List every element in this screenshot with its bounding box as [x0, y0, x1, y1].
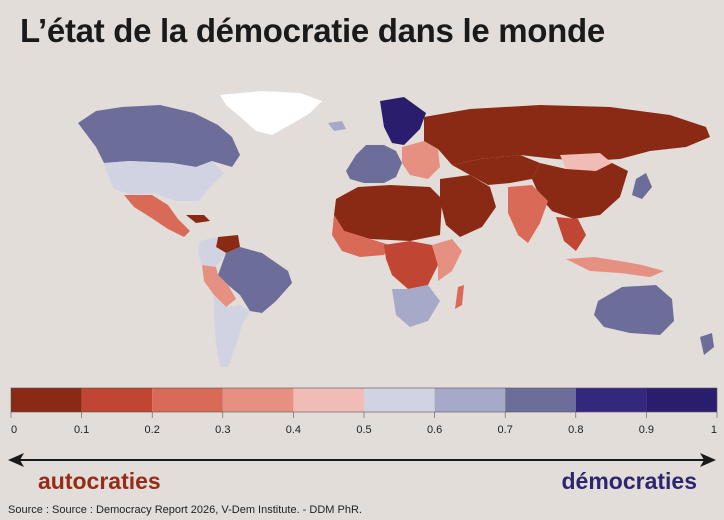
autocracies-label: autocraties [38, 468, 161, 494]
region-mongolia [560, 153, 612, 171]
legend-bin-3 [222, 388, 294, 412]
source-note: Source : Source : Democracy Report 2026,… [8, 504, 362, 516]
region-north-africa [334, 185, 442, 241]
region-india [508, 185, 548, 243]
region-central-asia [452, 155, 540, 185]
legend-tick-label: 0.4 [286, 424, 301, 436]
legend-tick-label: 0 [11, 424, 17, 436]
region-japan [632, 173, 652, 199]
legend-tick-label: 1 [711, 424, 717, 436]
region-iceland [328, 121, 346, 131]
region-china [532, 163, 628, 219]
legend-bin-4 [293, 388, 364, 412]
arrow-left-icon [8, 453, 24, 467]
region-madagascar [455, 285, 464, 309]
legend-bin-1 [81, 388, 153, 412]
region-eastern-europe [402, 141, 440, 179]
legend-tick-label: 0.3 [215, 424, 230, 436]
region-southern-cone [214, 295, 250, 367]
region-canada [78, 105, 240, 167]
legend-tick-label: 0.5 [356, 424, 371, 436]
legend-bin-2 [152, 388, 223, 412]
region-scandinavia [380, 97, 426, 145]
legend-bin-8 [575, 388, 647, 412]
legend-bin-7 [505, 388, 576, 412]
legend-tick-label: 0.7 [498, 424, 513, 436]
region-venezuela [216, 235, 240, 253]
legend-tick-label: 0.9 [639, 424, 654, 436]
region-mexico [124, 195, 190, 237]
legend-bin-6 [434, 388, 506, 412]
region-australia [594, 285, 674, 335]
region-caribbean [186, 215, 210, 223]
color-legend: 0 0.1 0.2 0.3 0.4 0.5 0.6 0.7 0.8 0.9 1 [10, 387, 718, 436]
region-greenland [220, 91, 322, 135]
legend-tick-label: 0.1 [74, 424, 89, 436]
region-new-zealand [700, 333, 714, 355]
region-colombia [198, 237, 226, 267]
region-southeast-asia [556, 217, 586, 251]
region-east-africa [432, 239, 462, 281]
legend-tick-label: 0.6 [427, 424, 442, 436]
democracies-label: démocraties [561, 468, 697, 494]
arrow-right-icon [700, 453, 716, 467]
legend-bin-0 [11, 388, 82, 412]
region-indonesia [566, 257, 664, 277]
region-southern-africa [392, 285, 440, 327]
world-map [78, 91, 714, 367]
region-middle-east [440, 175, 496, 237]
legend-bin-9 [646, 388, 717, 412]
legend-tick-label: 0.8 [568, 424, 583, 436]
region-west-africa [332, 215, 390, 257]
region-western-europe [346, 145, 402, 183]
region-brazil [218, 247, 292, 313]
map-title: L’état de la démocratie dans le monde [20, 12, 605, 49]
region-russia [424, 105, 710, 165]
legend-tick-label: 0.2 [145, 424, 160, 436]
region-usa [104, 161, 224, 201]
legend-bin-5 [364, 388, 435, 412]
scale-arrow [8, 453, 716, 467]
region-andes [202, 265, 236, 307]
region-central-africa [384, 241, 438, 289]
